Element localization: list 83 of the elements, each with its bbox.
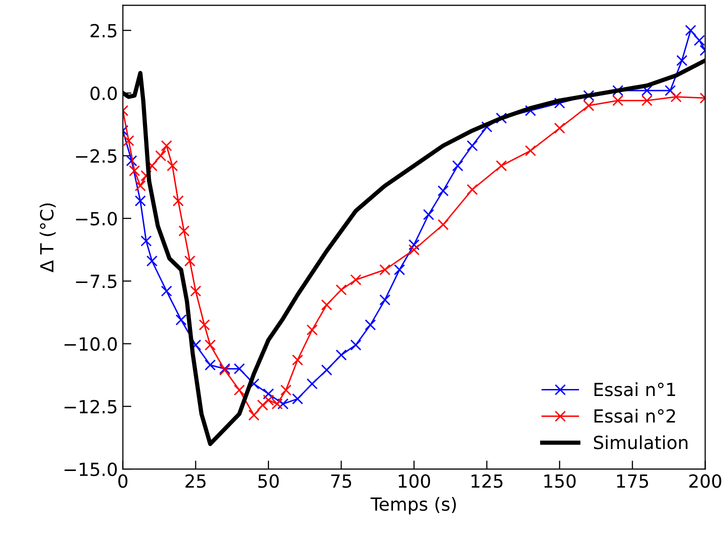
point: [262, 394, 274, 406]
point: [123, 135, 134, 146]
point: [262, 388, 274, 400]
point: [466, 184, 478, 196]
point: [146, 255, 158, 267]
point: [612, 95, 624, 106]
point: [408, 239, 420, 250]
x-tick-label: 200: [689, 474, 722, 488]
point: [178, 225, 190, 236]
legend-label: Essai n°2: [594, 408, 675, 423]
point: [160, 286, 172, 297]
point: [198, 319, 210, 330]
point: [140, 235, 152, 246]
point: [134, 180, 146, 192]
y-tick-label: −15.0: [64, 462, 117, 476]
x-tick-label: 175: [617, 474, 648, 488]
x-tick-label: 0: [118, 474, 128, 488]
point: [452, 160, 464, 172]
point: [350, 339, 362, 351]
x-tick-label: 50: [258, 474, 279, 488]
y-tick-label: −12.5: [64, 400, 116, 414]
point: [257, 400, 268, 411]
x-tick-label: 150: [544, 474, 576, 488]
point: [272, 398, 283, 410]
point: [277, 398, 289, 410]
x-tick-label: 25: [185, 474, 206, 488]
point: [438, 219, 449, 230]
point: [664, 84, 676, 96]
point: [160, 140, 172, 152]
point: [438, 185, 449, 196]
point: [466, 140, 478, 152]
point: [234, 363, 245, 374]
point: [280, 384, 292, 396]
point: [394, 264, 406, 276]
point: [248, 410, 260, 421]
x-axis-title: Temps (s): [370, 496, 456, 514]
point: [184, 255, 196, 267]
point: [190, 286, 202, 297]
y-tick-label: 0.0: [90, 86, 117, 100]
point: [155, 150, 166, 162]
point: [336, 284, 347, 296]
y-tick-label: −7.5: [76, 274, 116, 288]
point: [204, 359, 216, 371]
point: [423, 209, 434, 220]
point: [676, 54, 688, 66]
point: [234, 384, 245, 396]
point: [321, 299, 332, 310]
point: [408, 244, 420, 256]
point: [379, 264, 390, 276]
y-tick-label: −10.0: [64, 337, 117, 351]
point: [496, 160, 507, 172]
point: [128, 165, 140, 176]
x-tick-label: 100: [398, 474, 430, 488]
point: [336, 349, 347, 361]
point: [176, 314, 187, 326]
point: [306, 324, 318, 336]
legend-label: Simulation: [594, 435, 688, 450]
x-tick-label: 125: [472, 474, 502, 488]
point: [670, 91, 682, 102]
x-tick-label: 75: [331, 474, 352, 488]
point: [292, 354, 304, 366]
y-tick-label: −2.5: [76, 149, 116, 163]
point: [364, 319, 376, 330]
y-axis-title: Δ T (°C): [40, 203, 56, 272]
point: [641, 95, 653, 106]
point: [583, 100, 594, 112]
point: [685, 24, 696, 36]
point: [524, 145, 536, 156]
point: [350, 274, 362, 286]
y-tick-label: 2.5: [90, 24, 116, 38]
point: [204, 339, 216, 351]
point: [554, 122, 566, 134]
point: [379, 294, 390, 306]
point: [172, 195, 184, 206]
legend-label: Essai n°1: [594, 382, 676, 396]
point: [292, 393, 304, 404]
point: [134, 195, 146, 206]
point: [306, 378, 318, 390]
point: [694, 34, 705, 46]
point: [126, 155, 138, 166]
point: [166, 160, 178, 172]
y-tick-label: −5.0: [76, 212, 117, 226]
point: [321, 364, 332, 376]
